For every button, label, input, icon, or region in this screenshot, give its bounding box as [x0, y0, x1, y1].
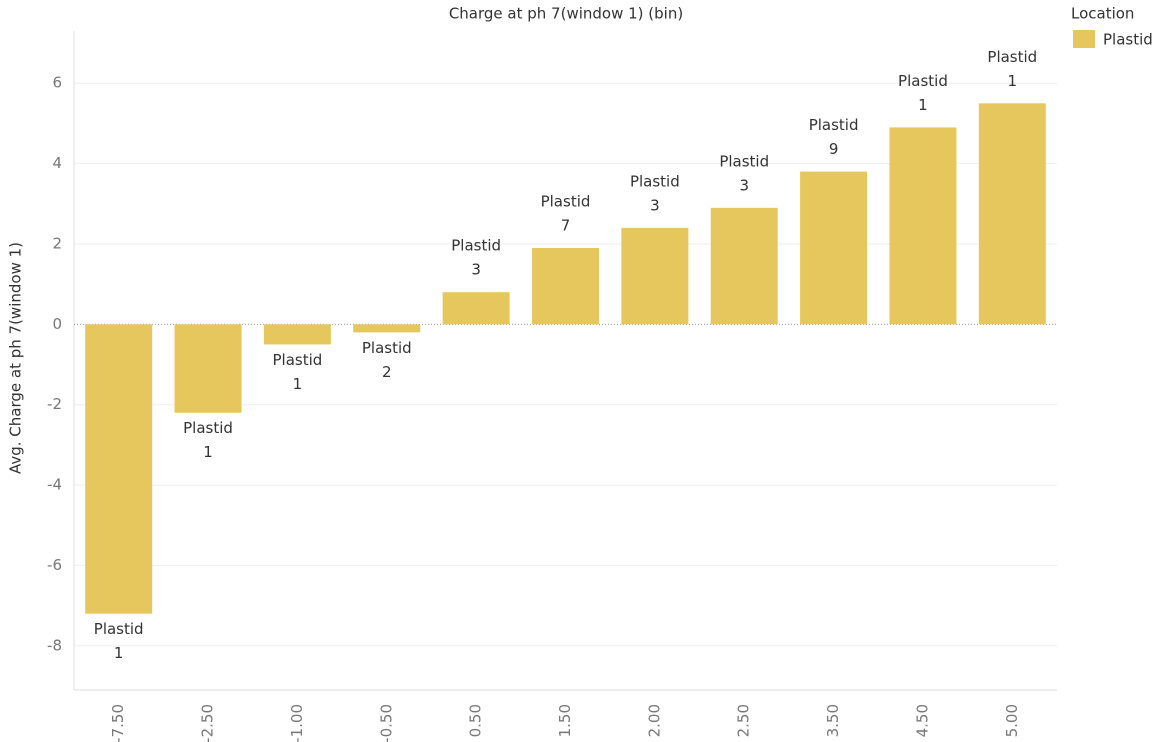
x-tick-label: 5.00 — [1003, 704, 1021, 737]
data-label: 3 — [739, 176, 749, 194]
bar — [85, 324, 153, 614]
data-label: 2 — [382, 363, 392, 381]
data-label: 3 — [471, 261, 481, 279]
data-label: 1 — [293, 375, 303, 393]
y-tick-label: -8 — [47, 636, 62, 654]
data-label: 3 — [650, 196, 660, 214]
x-tick-label: -2.50 — [199, 704, 217, 742]
x-tick-label: -1.00 — [288, 704, 306, 742]
x-tick-label: 4.50 — [913, 704, 931, 737]
data-label: Plastid — [94, 620, 144, 638]
data-label: 1 — [114, 644, 124, 662]
x-tick-label: -7.50 — [109, 704, 127, 742]
bar — [174, 324, 242, 413]
y-tick-label: -6 — [47, 556, 62, 574]
y-tick-label: -4 — [47, 476, 62, 494]
bar — [710, 207, 778, 325]
y-tick-label: 0 — [52, 315, 62, 333]
bar — [621, 227, 689, 325]
x-tick-label: 1.50 — [556, 704, 574, 737]
data-label: 1 — [203, 443, 213, 461]
x-tick-label: -0.50 — [377, 704, 395, 742]
y-tick-label: 4 — [52, 154, 62, 172]
legend-title: Location — [1071, 5, 1134, 23]
data-label: Plastid — [362, 339, 412, 357]
bar — [442, 292, 510, 325]
x-tick-label: 0.50 — [467, 704, 485, 737]
bar — [978, 103, 1046, 325]
data-label: Plastid — [630, 172, 680, 190]
y-axis-label: Avg. Charge at ph 7(window 1) — [7, 242, 25, 474]
data-label: Plastid — [183, 419, 233, 437]
legend-swatch — [1073, 30, 1095, 48]
data-label: Plastid — [898, 72, 948, 90]
chart-title: Charge at ph 7(window 1) (bin) — [449, 5, 683, 23]
data-label: Plastid — [987, 48, 1037, 66]
x-tick-label: 3.50 — [824, 704, 842, 737]
bar — [532, 247, 599, 325]
data-label: 1 — [918, 96, 928, 114]
data-label: Plastid — [809, 116, 859, 134]
x-tick-label: 2.50 — [735, 704, 753, 737]
data-label: 7 — [561, 216, 571, 234]
bar — [889, 127, 957, 325]
data-label: Plastid — [451, 237, 501, 255]
bar — [800, 171, 868, 325]
data-label: Plastid — [719, 152, 769, 170]
data-label: Plastid — [541, 192, 591, 210]
data-label: 1 — [1008, 72, 1018, 90]
legend-label: Plastid — [1103, 31, 1153, 49]
bar — [353, 324, 421, 333]
y-tick-label: 2 — [52, 234, 62, 252]
y-tick-label: 6 — [52, 74, 62, 92]
y-tick-label: -2 — [47, 395, 62, 413]
data-label: 9 — [829, 140, 839, 158]
x-tick-label: 2.00 — [645, 704, 663, 737]
data-label: Plastid — [273, 351, 323, 369]
bar — [263, 324, 331, 345]
